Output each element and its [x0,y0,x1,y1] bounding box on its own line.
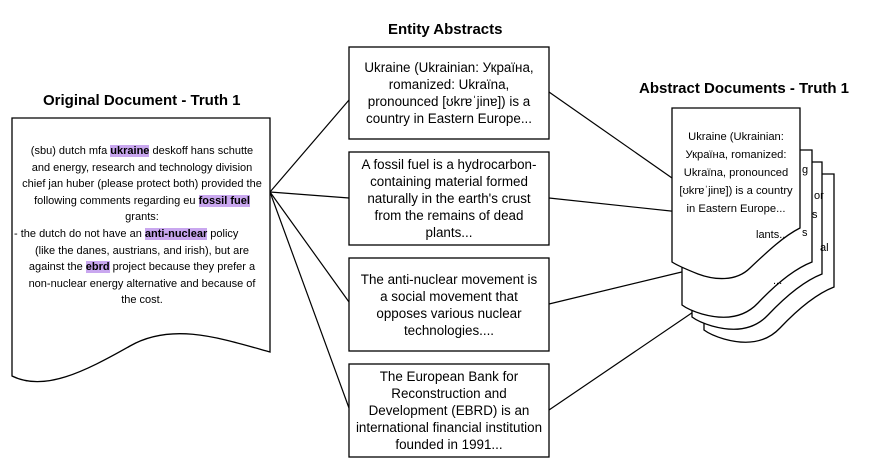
doc-line: non-nuclear energy alternative and becau… [28,277,256,290]
abstract-peek-text: s [812,209,818,221]
connector-line [548,91,673,179]
entity-highlight-ukraine: ukraine [110,145,150,157]
abstract-peek-text: lants.. [756,229,786,241]
abstract-peek-text: ... [773,275,783,287]
entity-highlight-ebrd: ebrd [85,261,110,274]
entity-abstract-ukraine: Ukraine (Ukrainian: Україна, romanized: … [364,60,534,126]
doc-line: (sbu) dutch mfa ukraine deskoff hans sch… [30,145,254,157]
original-document-title: Original Document - Truth 1 [43,92,241,109]
doc-line: chief jan huber (please protect both) pr… [22,178,262,191]
original-document-text: (sbu) dutch mfa ukraine deskoff hans sch… [14,143,270,309]
connector-line [548,269,691,305]
entity-abstract-fossil-fuel: A fossil fuel is a hydrocarbon- containi… [361,157,537,240]
connector-line [269,191,350,303]
abstract-document-front-text: Ukraine (Ukrainian: Україна, romanized: … [679,131,793,215]
abstract-peek-text: al [820,242,829,254]
entity-box-border [348,363,550,458]
entity-highlight-fossil-fuel: fossil fuel [198,194,250,207]
abstract-document-front-shape [671,107,801,280]
connector-line [548,305,703,411]
abstract-documents-title: Abstract Documents - Truth 1 [639,80,850,97]
doc-line: and energy, research and technology divi… [31,161,253,174]
entity-abstracts-title: Entity Abstracts [388,21,503,38]
abstract-peek-text: s [802,227,808,239]
abstract-peek-text: or [814,190,824,202]
connector-line [548,197,681,213]
doc-line: - the dutch do not have an anti-nuclear … [14,227,239,240]
abstract-peek-text: g [802,164,809,176]
entity-abstract-ebrd: The European Bank for Reconstruction and… [355,369,543,452]
doc-line: against the ebrd project because they pr… [28,261,256,274]
doc-line: following comments regarding eu fossil f… [34,194,250,207]
connector-line [269,191,350,409]
doc-line: (like the danes, austrians, and irish), … [34,244,249,257]
connector-line [269,191,350,199]
connector-line [269,99,350,193]
entity-highlight-anti-nuclear: anti-nuclear [144,227,208,240]
entity-box-border [348,151,550,246]
entity-box-border [348,257,550,352]
original-document-shape [11,117,271,383]
doc-line: grants: [125,211,159,224]
entity-abstract-anti-nuclear: The anti-nuclear movement is a social mo… [360,271,538,338]
doc-line: the cost. [121,294,163,307]
entity-box-border [348,46,550,140]
